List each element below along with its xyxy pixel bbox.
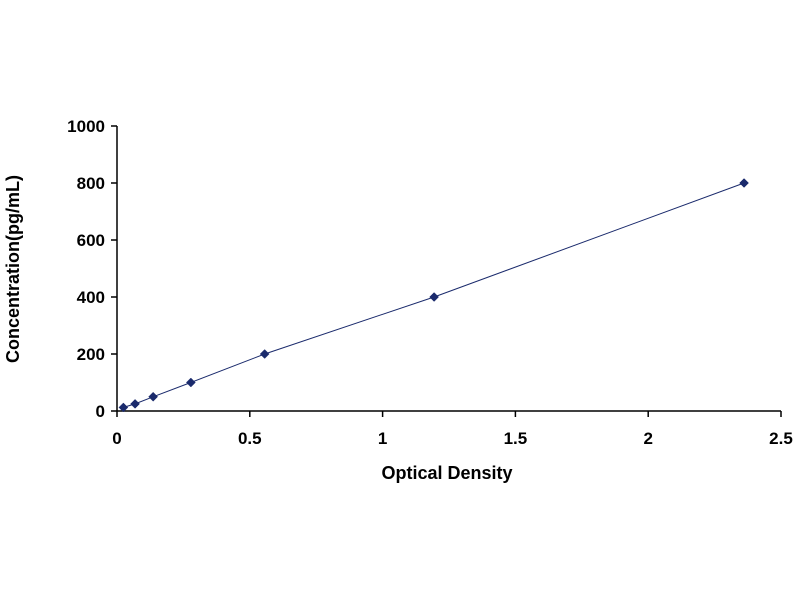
x-tick-label: 1: [378, 429, 387, 448]
y-tick-label: 400: [77, 288, 105, 307]
data-point-diamond: [259, 349, 270, 359]
x-tick-label: 0.5: [238, 429, 262, 448]
data-points: [118, 178, 749, 413]
y-axis-title: Concentration(pg/mL): [3, 175, 23, 363]
x-tick-label: 2.5: [769, 429, 793, 448]
x-tick-label: 1.5: [504, 429, 528, 448]
data-point-diamond: [118, 402, 129, 413]
axes: [116, 126, 781, 412]
y-tick-label: 600: [77, 231, 105, 250]
x-tick-label: 2: [643, 429, 652, 448]
y-tick-label: 1000: [67, 117, 105, 136]
y-axis-ticks: 0 200 400 600 800 1000: [67, 117, 117, 421]
x-axis-ticks: 0 0.5 1 1.5 2 2.5: [112, 411, 793, 448]
data-point-diamond: [429, 292, 439, 302]
x-axis-title: Optical Density: [381, 463, 512, 483]
x-tick-label: 0: [112, 429, 121, 448]
data-point-diamond: [130, 399, 140, 409]
data-point-diamond: [739, 178, 749, 188]
data-point-diamond: [148, 391, 158, 402]
data-point-diamond: [185, 377, 196, 388]
y-tick-label: 200: [77, 345, 105, 364]
y-tick-label: 0: [96, 402, 105, 421]
y-tick-label: 800: [77, 174, 105, 193]
